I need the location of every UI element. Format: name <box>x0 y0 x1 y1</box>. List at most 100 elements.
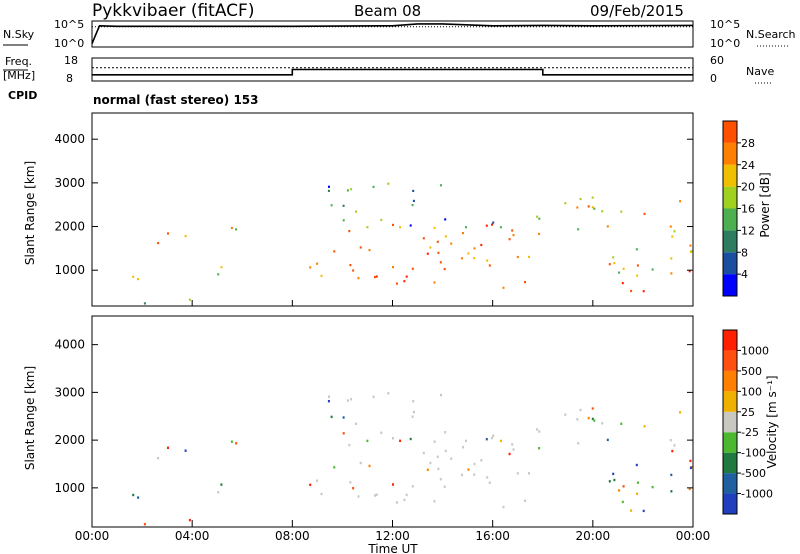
power-cell <box>433 226 436 229</box>
freq-right-tick-bottom: 0 <box>710 72 717 85</box>
velocity-cell <box>412 400 415 403</box>
velocity-cell <box>587 416 590 420</box>
velocity-cell <box>577 442 580 445</box>
power-cell <box>411 267 414 270</box>
freq-right-tick-top: 60 <box>710 54 724 67</box>
x-tick-label: 00:00 <box>75 529 110 543</box>
power-cell <box>636 264 639 267</box>
velocity-cell <box>157 457 160 460</box>
velocity-ylabel: Slant Range [km] <box>23 366 37 470</box>
power-cell <box>508 238 511 241</box>
power-cell <box>188 298 191 301</box>
velocity-cell <box>320 492 323 496</box>
velocity-cell <box>433 440 436 443</box>
velocity-cell <box>327 400 330 403</box>
power-cell <box>587 205 590 208</box>
velocity-colorbar-label: Velocity [m s⁻¹] <box>765 375 779 468</box>
velocity-cell <box>217 491 220 494</box>
velocity-colorbar-segment <box>723 432 737 453</box>
date-label: 09/Feb/2015 <box>590 2 684 20</box>
velocity-cell <box>467 468 470 471</box>
velocity-cell <box>444 449 447 453</box>
velocity-cell <box>688 487 691 491</box>
velocity-cell <box>491 436 493 440</box>
velocity-cell <box>444 431 447 434</box>
velocity-cell <box>462 446 464 449</box>
noise-right-tick-top: 10^5 <box>710 18 740 31</box>
power-cell <box>375 275 378 278</box>
power-cell <box>444 235 447 238</box>
velocity-cell <box>399 439 402 442</box>
power-cell <box>328 185 330 188</box>
velocity-cell <box>512 448 515 451</box>
power-cell <box>688 270 691 273</box>
x-tick-label: 04:00 <box>175 529 210 543</box>
freq-right-label: Nave <box>746 65 774 78</box>
power-cell <box>330 204 333 207</box>
power-cell <box>366 226 369 229</box>
velocity-cell <box>538 430 541 433</box>
velocity-cell <box>673 444 676 447</box>
power-cell <box>612 256 615 259</box>
power-cell <box>689 250 692 253</box>
power-colorbar-segment <box>723 208 737 231</box>
power-cell <box>217 273 220 276</box>
velocity-colorbar-segment <box>723 411 737 433</box>
power-ylabel: Slant Range [km] <box>23 161 37 265</box>
velocity-cell <box>669 439 672 442</box>
velocity-cell <box>450 457 453 460</box>
velocity-cell <box>613 478 616 482</box>
x-tick-label: 08:00 <box>275 529 310 543</box>
power-cell <box>491 223 493 226</box>
velocity-cell <box>524 499 526 502</box>
velocity-cell <box>486 476 489 479</box>
velocity-cell <box>143 523 146 526</box>
velocity-cell <box>591 407 594 410</box>
power-colorbar-tick-label: 4 <box>741 268 748 281</box>
velocity-cell <box>433 500 436 503</box>
power-cell <box>309 266 312 269</box>
velocity-cell <box>342 416 345 419</box>
power-colorbar-tick-label: 12 <box>741 224 755 237</box>
x-tick-label: 16:00 <box>475 529 510 543</box>
power-cell <box>412 189 415 192</box>
velocity-cell <box>601 422 604 425</box>
velocity-cell <box>372 395 375 398</box>
power-colorbar-tick-label: 28 <box>741 137 755 150</box>
velocity-cell <box>366 439 369 443</box>
velocity-cell <box>612 472 615 476</box>
power-cell <box>618 271 621 274</box>
velocity-cell <box>618 489 621 492</box>
x-tick-label: 12:00 <box>375 529 410 543</box>
power-cell <box>380 218 383 221</box>
power-cell <box>671 235 674 238</box>
power-cell <box>368 249 371 252</box>
power-cell <box>643 212 646 215</box>
power-cell <box>620 210 623 213</box>
velocity-cell <box>593 419 596 422</box>
power-cell <box>392 266 394 269</box>
power-cell <box>167 232 169 235</box>
power-cell <box>327 189 330 192</box>
power-cell <box>591 206 594 209</box>
power-cell <box>374 276 376 279</box>
power-colorbar-segment <box>723 274 737 296</box>
velocity-cell <box>167 446 169 449</box>
power-cell <box>524 281 526 284</box>
power-cell <box>412 199 415 202</box>
power-cell <box>591 196 594 199</box>
power-cell <box>392 223 394 226</box>
power-cell <box>235 228 238 231</box>
velocity-ytick-label: 4000 <box>54 338 85 352</box>
power-cell <box>443 268 446 271</box>
power-cell <box>511 229 514 232</box>
velocity-cell <box>411 415 414 418</box>
power-cell <box>357 277 360 280</box>
power-cell <box>473 247 476 250</box>
velocity-cell <box>349 481 352 484</box>
velocity-cell <box>350 398 353 401</box>
x-axis-title: Time UT <box>367 542 418 554</box>
power-colorbar-segment <box>723 164 737 187</box>
power-cell <box>601 210 604 213</box>
